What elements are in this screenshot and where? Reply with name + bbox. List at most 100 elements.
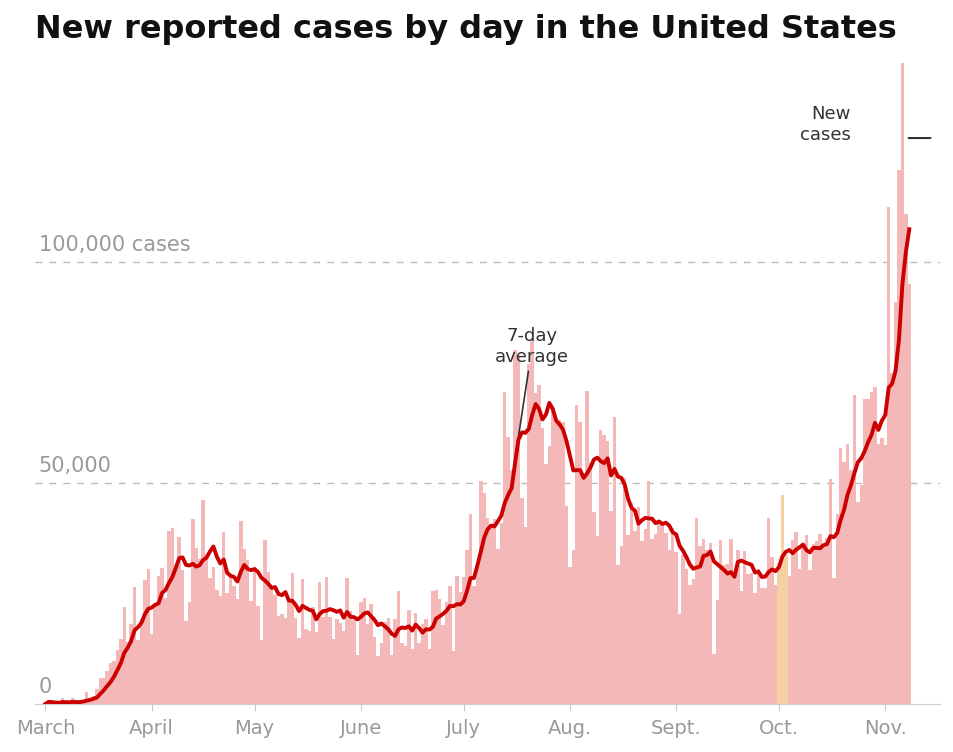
Bar — [205, 553, 208, 704]
Bar — [130, 624, 132, 704]
Bar — [695, 518, 698, 704]
Bar — [828, 479, 831, 704]
Bar — [790, 540, 794, 704]
Bar — [698, 545, 701, 704]
Bar — [598, 430, 602, 704]
Bar — [838, 448, 841, 704]
Bar — [903, 214, 906, 704]
Bar — [349, 611, 352, 704]
Bar — [468, 514, 472, 704]
Bar — [393, 619, 396, 704]
Bar — [112, 661, 115, 704]
Bar — [102, 678, 106, 704]
Bar — [266, 572, 270, 704]
Bar — [448, 586, 451, 704]
Bar — [489, 525, 493, 704]
Bar — [173, 570, 177, 704]
Bar — [766, 518, 770, 704]
Text: New reported cases by day in the United States: New reported cases by day in the United … — [35, 14, 896, 45]
Bar — [742, 550, 745, 704]
Bar — [756, 569, 760, 704]
Bar — [821, 547, 824, 704]
Bar — [291, 573, 294, 704]
Bar — [581, 475, 585, 704]
Bar — [324, 577, 328, 704]
Bar — [872, 387, 876, 704]
Bar — [451, 650, 455, 704]
Bar — [465, 550, 468, 704]
Bar — [345, 578, 349, 704]
Bar — [502, 393, 506, 704]
Bar — [160, 569, 164, 704]
Bar — [375, 656, 379, 704]
Bar — [194, 547, 198, 704]
Bar — [618, 546, 622, 704]
Bar — [280, 614, 283, 704]
Bar — [71, 698, 74, 704]
Bar — [437, 599, 441, 704]
Bar — [499, 523, 502, 704]
Bar — [95, 689, 98, 704]
Bar — [728, 539, 732, 704]
Bar — [403, 646, 407, 704]
Bar — [338, 623, 341, 704]
Bar — [780, 496, 783, 704]
Bar — [801, 544, 804, 704]
Bar — [797, 569, 801, 704]
Bar — [283, 618, 287, 704]
Bar — [164, 598, 167, 704]
Bar — [81, 700, 85, 704]
Bar — [510, 470, 513, 704]
Bar — [150, 634, 153, 704]
Bar — [897, 170, 900, 704]
Bar — [482, 493, 485, 704]
Bar — [259, 639, 263, 704]
Bar — [358, 602, 362, 704]
Bar — [300, 579, 304, 704]
Bar — [530, 341, 534, 704]
Bar — [485, 518, 489, 704]
Bar — [383, 623, 386, 704]
Bar — [708, 543, 712, 704]
Bar — [109, 663, 112, 704]
Bar — [416, 643, 420, 704]
Bar — [650, 538, 653, 704]
Bar — [609, 511, 612, 704]
Bar — [526, 365, 530, 704]
Bar — [612, 417, 616, 704]
Bar — [626, 535, 629, 704]
Bar — [835, 514, 838, 704]
Bar — [153, 606, 156, 704]
Bar — [906, 284, 910, 704]
Bar — [171, 528, 173, 704]
Bar — [297, 638, 300, 704]
Bar — [674, 553, 678, 704]
Bar — [420, 623, 424, 704]
Bar — [732, 575, 736, 704]
Bar — [181, 570, 184, 704]
Text: 0: 0 — [38, 678, 51, 697]
Bar — [869, 393, 872, 704]
Bar — [314, 632, 317, 704]
Bar — [745, 574, 749, 704]
Bar — [547, 445, 551, 704]
Bar — [787, 576, 790, 704]
Bar — [229, 575, 232, 704]
Bar — [646, 481, 650, 704]
Bar — [212, 568, 215, 704]
Bar — [602, 435, 605, 704]
Bar — [311, 607, 314, 704]
Bar — [841, 462, 845, 704]
Bar — [560, 422, 564, 704]
Bar — [373, 638, 375, 704]
Bar — [225, 593, 229, 704]
Bar — [355, 655, 358, 704]
Bar — [517, 355, 519, 704]
Bar — [424, 620, 427, 704]
Bar — [308, 632, 311, 704]
Bar — [341, 632, 345, 704]
Bar — [719, 539, 721, 704]
Bar — [564, 506, 568, 704]
Bar — [352, 620, 355, 704]
Bar — [592, 512, 595, 704]
